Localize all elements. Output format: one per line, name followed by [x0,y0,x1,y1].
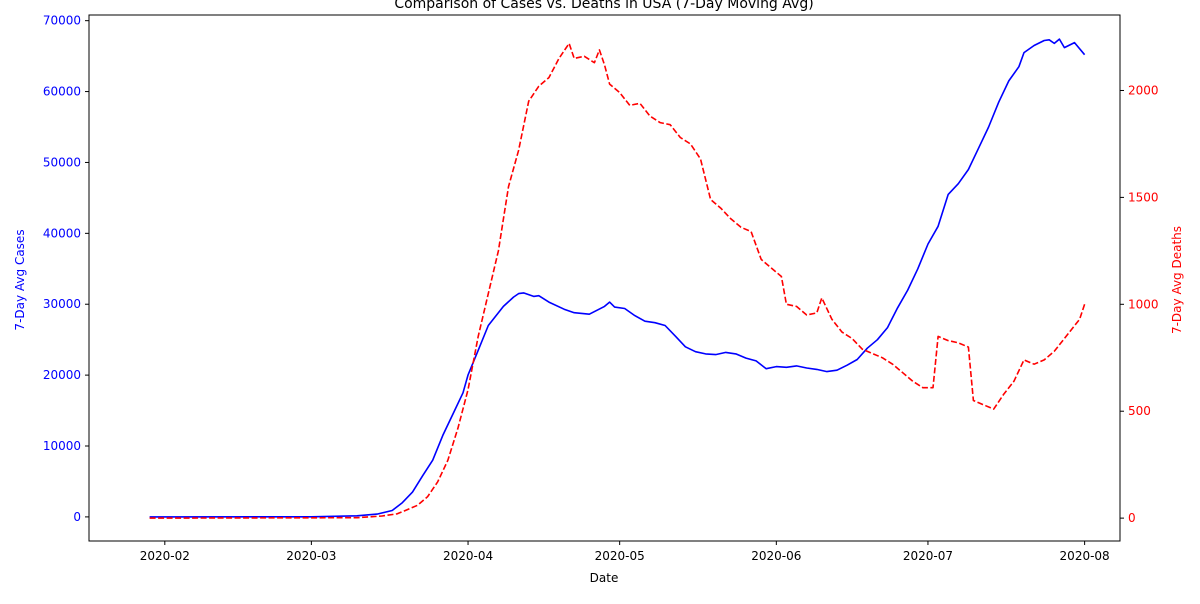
y-left-tick-label: 60000 [43,85,81,99]
x-tick-label: 2020-07 [903,549,953,563]
y-right-tick-label: 0 [1128,511,1136,525]
y-right-tick-label: 2000 [1128,83,1159,97]
deaths-series-line [149,42,1086,519]
y-right-tick-label: 500 [1128,404,1151,418]
y-axis-label-left: 7-Day Avg Cases [13,229,27,330]
x-tick-label: 2020-02 [140,549,190,563]
y-left-tick-label: 0 [73,510,81,524]
x-axis-label: Date [590,571,619,585]
y-right-tick-label: 1000 [1128,297,1159,311]
y-left-tick-label: 10000 [43,439,81,453]
cases-series-line [149,38,1086,518]
x-tick-label: 2020-04 [443,549,493,563]
y-right-tick-label: 1500 [1128,190,1159,204]
plot-frame [88,14,1121,542]
y-axis-label-right: 7-Day Avg Deaths [1170,226,1184,334]
y-left-tick-label: 20000 [43,368,81,382]
x-tick-label: 2020-06 [751,549,801,563]
x-tick-label: 2020-08 [1060,549,1110,563]
x-tick-label: 2020-05 [595,549,645,563]
y-left-tick-label: 70000 [43,14,81,28]
x-tick-label: 2020-03 [286,549,336,563]
y-left-tick-label: 40000 [43,226,81,240]
plot-area: 2020-02 2020-03 2020-04 2020-05 2020-06 2020-… [43,14,1159,563]
y-left-tick-label: 30000 [43,297,81,311]
chart-title: Comparison of Cases vs. Deaths in USA (7… [394,0,813,12]
y-left-tick-label: 50000 [43,155,81,169]
